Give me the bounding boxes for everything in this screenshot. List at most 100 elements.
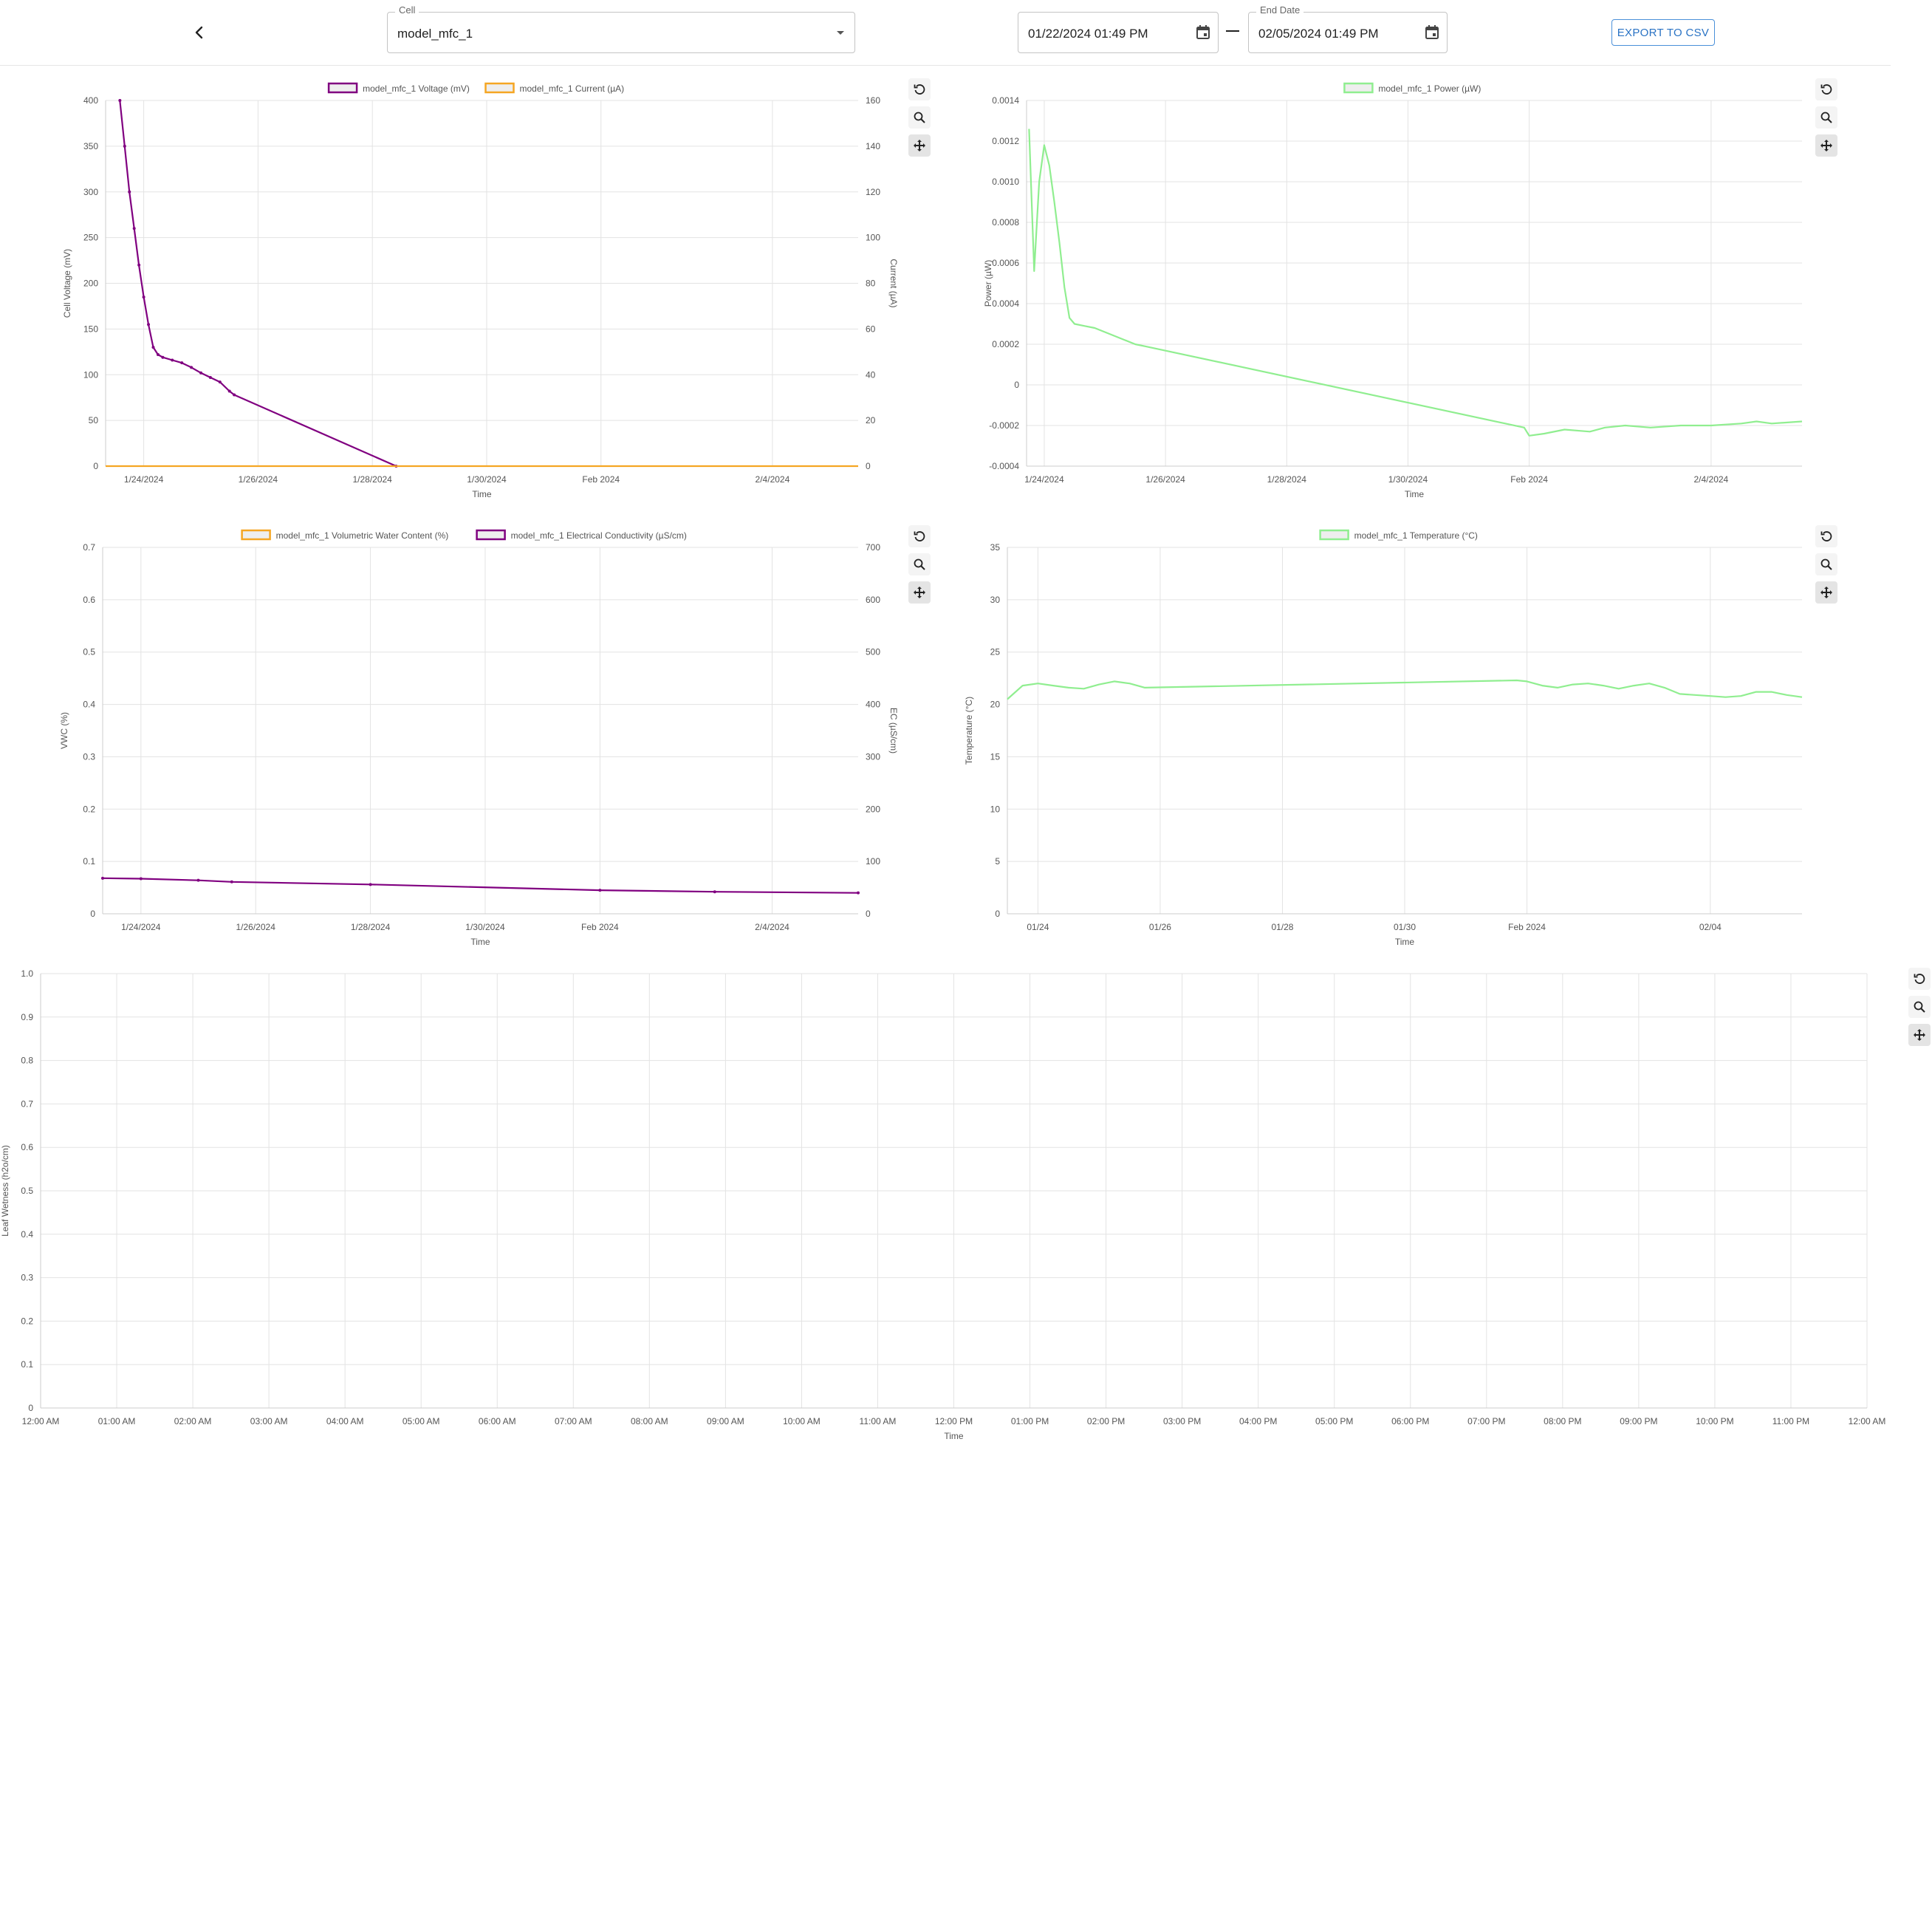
- end-date-field[interactable]: End Date 02/05/2024 01:49 PM: [1248, 4, 1448, 53]
- start-date-value: 01/22/2024 01:49 PM: [1028, 27, 1148, 41]
- chart-vi-data-point: [227, 389, 231, 393]
- cell-select-label: Cell: [395, 4, 419, 16]
- calendar-icon[interactable]: [1423, 24, 1441, 41]
- chart-vi-data-point: [118, 99, 122, 102]
- chart-vwc-legend-swatch: [476, 529, 506, 541]
- reset-zoom-button[interactable]: [908, 78, 931, 100]
- chart-vi-data-point: [180, 361, 184, 365]
- pan-button[interactable]: [908, 581, 931, 604]
- chart-vwc-ytick-label: 0.6: [83, 595, 95, 605]
- zoom-button[interactable]: [908, 553, 931, 575]
- chart-leaf-xtick-label: 04:00 PM: [1239, 1416, 1277, 1426]
- pan-button[interactable]: [908, 134, 931, 157]
- chart-vwc-y2tick-label: 300: [866, 751, 880, 762]
- chart-vi-legend-item[interactable]: model_mfc_1 Current (µA): [484, 82, 625, 94]
- caret-down-icon[interactable]: [835, 29, 846, 38]
- end-date-label: End Date: [1256, 4, 1304, 16]
- pan-icon: [914, 140, 925, 151]
- chart-vwc-data-point: [857, 891, 860, 895]
- chart-temp-xtick-label: 02/04: [1699, 922, 1722, 932]
- chart-vi-data-point: [147, 323, 151, 327]
- zoom-button[interactable]: [908, 106, 931, 129]
- chart-vwc-ytick-label: 0.5: [83, 647, 95, 657]
- chart-vwc-y2tick-label: 0: [866, 909, 871, 919]
- chart-vwc-ytick-label: 0: [90, 909, 95, 919]
- chart-vi-xlabel: Time: [472, 489, 492, 499]
- chart-leaf-xtick-label: 03:00 AM: [250, 1416, 288, 1426]
- chart-leaf-xtick-label: 11:00 PM: [1772, 1416, 1809, 1426]
- chart-vwc-legend-item[interactable]: model_mfc_1 Electrical Conductivity (µS/…: [476, 529, 687, 541]
- pan-button[interactable]: [1815, 581, 1837, 604]
- vwc-ec-chart: 0 0.1 0.2 0.3 0.4 0.5 0.6 0.7 0 100 200 300 400 500 60…: [59, 529, 899, 947]
- chart-leaf-xtick-label: 09:00 PM: [1620, 1416, 1657, 1426]
- chart-vi-legend-swatch: [484, 82, 515, 94]
- chart-power-ytick-label: 0.0012: [992, 136, 1019, 146]
- chart-vi-legend-label: model_mfc_1 Current (µA): [520, 83, 625, 94]
- reset-zoom-button[interactable]: [1815, 525, 1837, 547]
- chart-vi-y2tick-label: 0: [866, 461, 871, 471]
- chart-power-ytick-label: 0.0008: [992, 217, 1019, 228]
- chart-vi-legend-label: model_mfc_1 Voltage (mV): [363, 83, 470, 94]
- chart-vi-data-point: [132, 227, 136, 230]
- chart-vwc-ytick-label: 0.1: [83, 856, 95, 867]
- zoom-button[interactable]: [1815, 106, 1837, 129]
- chart-vi-legend-swatch: [327, 82, 358, 94]
- chart-temp-ytick-label: 0: [995, 909, 1000, 919]
- chart-leaf-xtick-label: 09:00 AM: [707, 1416, 744, 1426]
- export-csv-button[interactable]: EXPORT TO CSV: [1611, 19, 1715, 46]
- chart-vwc-y2tick-label: 700: [866, 542, 880, 553]
- zoom-button[interactable]: [1815, 553, 1837, 575]
- chart-power-xtick-label: 1/28/2024: [1267, 474, 1307, 485]
- reset-zoom-icon: [914, 84, 925, 95]
- pan-button[interactable]: [1815, 134, 1837, 157]
- chart-temp-ytick-label: 20: [990, 700, 1001, 710]
- chart-power-ytick-label: 0.0014: [992, 95, 1019, 106]
- chart-vwc-series-line: [102, 877, 859, 894]
- chart-vi-y2tick-label: 160: [866, 95, 880, 106]
- chart-leaf-ylabel: Leaf Wetness (h2o/cm): [0, 1145, 10, 1237]
- chart-vwc-legend-item[interactable]: model_mfc_1 Volumetric Water Content (%): [241, 529, 449, 541]
- chart-leaf-xtick-label: 03:00 PM: [1163, 1416, 1201, 1426]
- chart-leaf-ytick-label: 0: [28, 1403, 33, 1413]
- cell-select[interactable]: Cell model_mfc_1: [387, 4, 855, 53]
- chart-leaf-xtick-label: 06:00 PM: [1391, 1416, 1429, 1426]
- chart-power-ytick-label: 0.0010: [992, 177, 1019, 187]
- chart-temp-xtick-label: 01/28: [1271, 922, 1293, 932]
- chart-vwc-data-point: [101, 876, 104, 880]
- chart-vi-data-point: [123, 144, 126, 148]
- chart-power-xtick-label: 1/26/2024: [1145, 474, 1185, 485]
- back-button[interactable]: [185, 18, 214, 47]
- chart-vi-data-point: [151, 346, 155, 349]
- chevron-left-icon: [195, 26, 203, 39]
- chart-leaf-ytick-label: 0.8: [21, 1056, 33, 1066]
- chart-vwc-y2tick-label: 500: [866, 647, 880, 657]
- chart-vi-ytick-label: 350: [83, 141, 98, 151]
- pan-button[interactable]: [1908, 1024, 1931, 1046]
- chart-vi-legend-item[interactable]: model_mfc_1 Voltage (mV): [327, 82, 470, 94]
- chart-power-legend-item[interactable]: model_mfc_1 Power (µW): [1343, 82, 1481, 94]
- chart-vwc-xlabel: Time: [470, 937, 490, 947]
- chart-leaf-ytick-label: 0.4: [21, 1229, 33, 1240]
- chart-vi-data-point: [142, 295, 145, 299]
- chart-vwc-y2label: EC (µS/cm): [888, 708, 899, 753]
- reset-zoom-button[interactable]: [908, 525, 931, 547]
- chart-vi-ytick-label: 100: [83, 369, 98, 380]
- start-date-field[interactable]: 01/22/2024 01:49 PM: [1018, 12, 1219, 53]
- zoom-button[interactable]: [1908, 996, 1931, 1018]
- chart-temp-legend-item[interactable]: model_mfc_1 Temperature (°C): [1319, 529, 1478, 541]
- chart-leaf-ytick-label: 0.2: [21, 1316, 33, 1326]
- reset-zoom-button[interactable]: [1815, 78, 1837, 100]
- chart-power-legend-label: model_mfc_1 Power (µW): [1378, 83, 1481, 94]
- chart-temp-ylabel: Temperature (°C): [964, 697, 974, 765]
- chart-power-ylabel: Power (µW): [983, 260, 993, 307]
- chart-vi-y2label: Current (µA): [888, 259, 899, 307]
- calendar-icon[interactable]: [1194, 24, 1212, 41]
- reset-zoom-button[interactable]: [1908, 968, 1931, 990]
- chart-leaf-xtick-label: 04:00 AM: [326, 1416, 364, 1426]
- chart-temp-xlabel: Time: [1395, 937, 1415, 947]
- chart-vi-xtick-label: 1/24/2024: [124, 474, 164, 485]
- chart-temp-ytick-label: 15: [990, 751, 1001, 762]
- chart-power-ytick-label: -0.0004: [989, 461, 1019, 471]
- chart-vwc-ytick-label: 0.3: [83, 751, 95, 762]
- chart-power-ytick-label: 0: [1014, 380, 1019, 390]
